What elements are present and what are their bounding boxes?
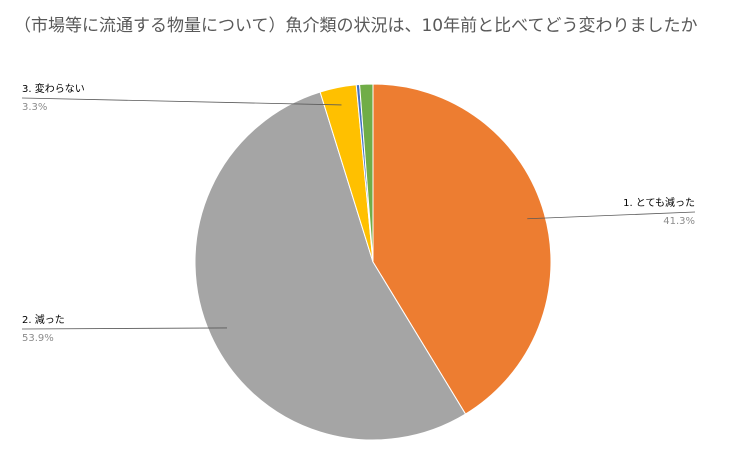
slice-value-label: 41.3% xyxy=(663,216,695,227)
slice-value-label: 53.9% xyxy=(22,333,54,344)
slice-label: 3. 変わらない xyxy=(22,82,85,95)
leader-line xyxy=(21,97,342,106)
pie-slice xyxy=(372,83,552,415)
slice-label: 1. とても減った xyxy=(623,196,695,209)
slice-value-label: 3.3% xyxy=(22,102,47,113)
pie-slice xyxy=(194,91,467,441)
leader-line xyxy=(527,211,696,220)
pie-slice xyxy=(359,83,374,263)
chart-title: （市場等に流通する物量について）魚介類の状況は、10年前と比べてどう変わりました… xyxy=(14,16,698,36)
leader-line xyxy=(21,327,227,330)
slice-label: 2. 減った xyxy=(22,313,65,326)
